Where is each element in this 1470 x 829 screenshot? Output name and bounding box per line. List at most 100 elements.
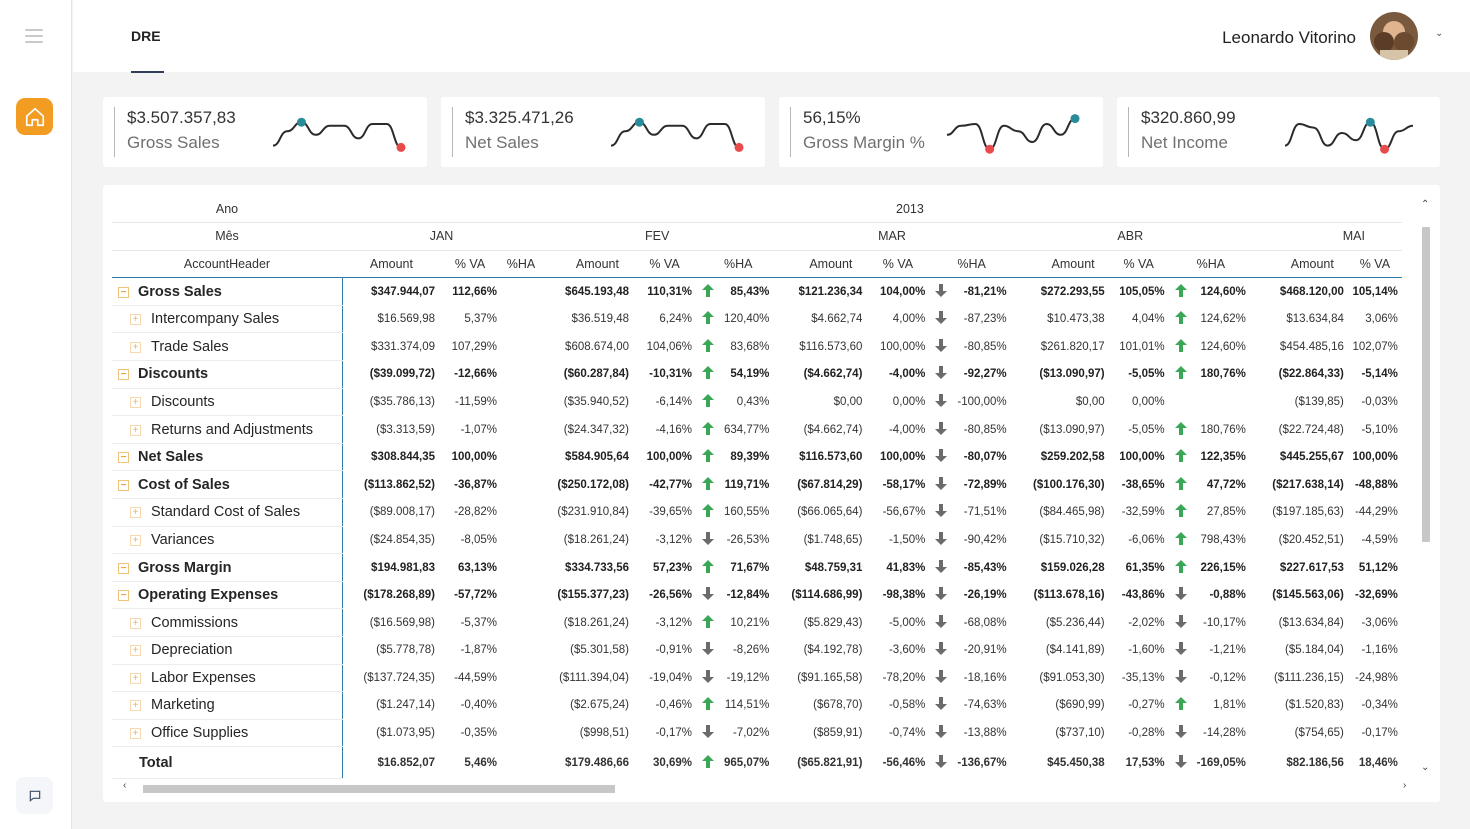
arrow-down-icon bbox=[929, 554, 953, 582]
row-header[interactable]: + Office Supplies bbox=[112, 719, 343, 748]
scroll-left-icon[interactable]: ‹ bbox=[123, 780, 127, 791]
scroll-right-icon[interactable]: › bbox=[1403, 780, 1407, 791]
expand-icon[interactable]: + bbox=[130, 645, 141, 657]
collapse-icon[interactable]: − bbox=[118, 452, 129, 464]
month-row-label: Mês bbox=[112, 222, 342, 251]
cell-value: $272.293,55 bbox=[1040, 285, 1105, 298]
row-header[interactable]: + Commissions bbox=[112, 608, 343, 637]
horizontal-scrollbar[interactable]: ‹ › bbox=[117, 780, 1414, 794]
cell-value: ($60.287,84) bbox=[563, 368, 629, 381]
expand-icon[interactable]: + bbox=[130, 341, 141, 353]
cell-value: 104,06% bbox=[646, 340, 692, 353]
vertical-scrollbar[interactable]: ⌃ ⌄ bbox=[1420, 197, 1432, 782]
tab-dre[interactable]: DRE bbox=[131, 28, 161, 44]
cell-value: -24,98% bbox=[1355, 671, 1398, 684]
expand-icon[interactable]: + bbox=[130, 507, 141, 519]
horizontal-scroll-thumb[interactable] bbox=[143, 785, 615, 793]
row-header[interactable]: + Intercompany Sales bbox=[112, 305, 343, 334]
cell-value: $334.733,56 bbox=[565, 561, 629, 574]
collapse-icon[interactable]: − bbox=[118, 369, 129, 381]
expand-icon[interactable]: + bbox=[130, 728, 141, 740]
row-header[interactable]: − Gross Margin bbox=[112, 553, 343, 582]
cell-value: -0,28% bbox=[1128, 727, 1165, 740]
cell-value: -7,02% bbox=[732, 727, 770, 740]
row-header[interactable]: Total bbox=[112, 746, 343, 780]
expand-icon[interactable]: + bbox=[130, 672, 141, 684]
kpi-label: Net Income bbox=[1141, 133, 1228, 152]
cell-value: 100,00% bbox=[1119, 451, 1165, 464]
arrow-down-icon bbox=[1169, 747, 1193, 779]
row-header[interactable]: + Variances bbox=[112, 526, 343, 555]
expand-icon[interactable]: + bbox=[130, 617, 141, 629]
cell-value bbox=[501, 388, 541, 416]
arrow-down-icon bbox=[696, 719, 720, 747]
cell-value: $82.186,56 bbox=[1286, 756, 1344, 769]
row-label: Standard Cost of Sales bbox=[151, 504, 301, 521]
arrow-down-icon bbox=[929, 499, 953, 527]
arrow-up-icon bbox=[696, 443, 720, 471]
home-button[interactable] bbox=[16, 98, 53, 135]
collapse-icon[interactable]: − bbox=[118, 590, 129, 602]
row-header[interactable]: + Returns and Adjustments bbox=[112, 415, 343, 444]
cell-value: ($1.748,65) bbox=[803, 533, 863, 546]
column-header: %HA bbox=[953, 250, 1011, 279]
expand-icon[interactable]: + bbox=[130, 700, 141, 712]
cell-value bbox=[501, 499, 541, 527]
matrix-scroll-area[interactable]: Ano 2013 Mês JAN FEV MAR ABR MAI Account… bbox=[112, 195, 1422, 783]
cell-value: -0,88% bbox=[1209, 589, 1246, 602]
cell-value: 798,43% bbox=[1200, 533, 1246, 546]
row-header[interactable]: + Discounts bbox=[112, 388, 343, 417]
row-header[interactable]: + Marketing bbox=[112, 691, 343, 720]
cell-value: ($859,91) bbox=[813, 727, 863, 740]
row-header[interactable]: − Net Sales bbox=[112, 443, 343, 472]
cell-value: -58,17% bbox=[882, 478, 926, 491]
row-header[interactable]: − Discounts bbox=[112, 360, 343, 389]
cell-value: -78,20% bbox=[882, 671, 926, 684]
scroll-up-icon[interactable]: ⌃ bbox=[1421, 199, 1430, 210]
cell-value: $584.905,64 bbox=[565, 451, 629, 464]
chevron-down-icon[interactable]: ⌄ bbox=[1435, 28, 1444, 39]
cell-value: 51,12% bbox=[1358, 561, 1398, 574]
arrow-down-icon bbox=[929, 416, 953, 444]
cell-value: -8,05% bbox=[460, 533, 497, 546]
expand-icon[interactable]: + bbox=[130, 534, 141, 546]
row-header[interactable]: + Trade Sales bbox=[112, 332, 343, 362]
column-header: Amount bbox=[541, 250, 633, 279]
scroll-down-icon[interactable]: ⌄ bbox=[1421, 762, 1430, 773]
cell-value: ($1.247,14) bbox=[376, 699, 435, 712]
row-header[interactable]: − Gross Sales bbox=[112, 277, 343, 306]
cell-value: ($91.053,30) bbox=[1039, 671, 1105, 684]
row-header[interactable]: − Cost of Sales bbox=[112, 470, 343, 500]
cell-value: ($67.814,29) bbox=[797, 478, 863, 491]
arrow-up-icon bbox=[1169, 305, 1193, 333]
cell-value: $16.852,07 bbox=[377, 756, 435, 769]
cell-value: ($39.099,72) bbox=[369, 368, 435, 381]
cell-value: -11,59% bbox=[455, 395, 497, 408]
row-header[interactable]: − Operating Expenses bbox=[112, 581, 343, 610]
cell-value: 180,76% bbox=[1200, 423, 1246, 436]
expand-icon[interactable]: + bbox=[130, 424, 141, 436]
cell-value: 0,43% bbox=[736, 395, 770, 408]
cell-value: 110,31% bbox=[647, 285, 692, 298]
cell-value: $121.236,34 bbox=[798, 285, 863, 298]
hamburger-menu-icon[interactable] bbox=[25, 29, 43, 43]
expand-icon[interactable]: + bbox=[130, 314, 141, 326]
sparkline-high-marker bbox=[1070, 114, 1080, 124]
row-header[interactable]: + Standard Cost of Sales bbox=[112, 498, 343, 527]
cell-value: -5,37% bbox=[460, 616, 497, 629]
chat-button[interactable] bbox=[16, 777, 53, 814]
collapse-icon[interactable]: − bbox=[118, 562, 129, 574]
row-header[interactable]: + Labor Expenses bbox=[112, 664, 343, 693]
arrow-up-icon bbox=[696, 609, 720, 637]
vertical-scroll-thumb[interactable] bbox=[1422, 227, 1430, 542]
cell-value: -3,60% bbox=[888, 644, 926, 657]
sparkline-high-marker bbox=[634, 117, 644, 127]
collapse-icon[interactable]: − bbox=[118, 286, 129, 298]
row-header[interactable]: + Depreciation bbox=[112, 636, 343, 665]
row-label: Operating Expenses bbox=[138, 587, 279, 604]
cell-value: ($139,85) bbox=[1294, 395, 1344, 408]
collapse-icon[interactable]: − bbox=[118, 479, 129, 491]
cell-value: -1,21% bbox=[1209, 644, 1246, 657]
expand-icon[interactable]: + bbox=[130, 396, 141, 408]
avatar[interactable] bbox=[1370, 12, 1418, 60]
